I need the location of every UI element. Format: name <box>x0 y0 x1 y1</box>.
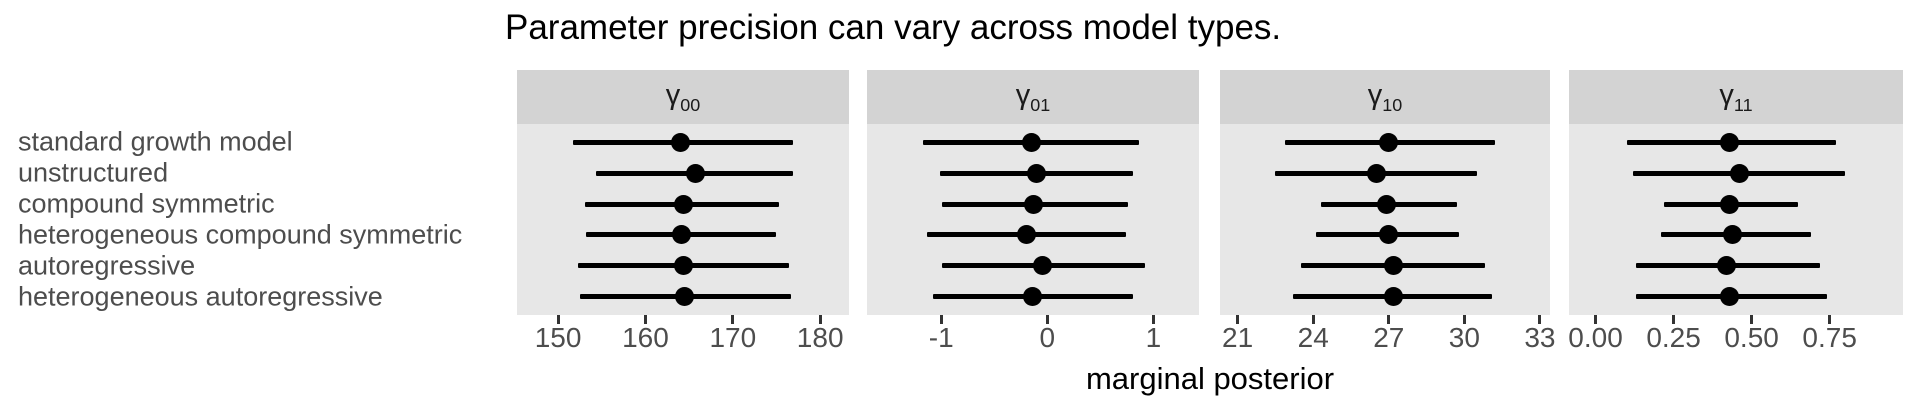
x-tick-label: 150 <box>534 322 582 353</box>
panel-background <box>1569 124 1903 315</box>
x-tick-mark <box>731 315 735 324</box>
point-estimate <box>1379 132 1399 152</box>
point-estimate <box>671 225 691 245</box>
x-tick-label: 24 <box>1297 322 1329 353</box>
x-tick-mark <box>1672 315 1676 324</box>
point-estimate <box>673 256 693 276</box>
x-tick-mark <box>939 315 943 324</box>
x-tick-label: 0.75 <box>1802 322 1857 353</box>
x-tick-mark <box>1750 315 1754 324</box>
point-estimate <box>670 132 690 152</box>
point-estimate <box>1376 194 1396 214</box>
y-axis-label: unstructured <box>18 157 169 188</box>
x-tick-label: 0.25 <box>1646 322 1701 353</box>
gamma-subscript: 11 <box>1733 94 1753 115</box>
facet-strip-label: γ01 <box>1015 78 1051 115</box>
point-estimate <box>1016 225 1036 245</box>
point-estimate <box>674 194 694 214</box>
x-tick-mark <box>1236 315 1240 324</box>
gamma-symbol: γ <box>1015 78 1031 111</box>
y-axis-label: heterogeneous autoregressive <box>18 281 383 312</box>
x-tick-label: 30 <box>1448 322 1480 353</box>
point-estimate <box>1720 194 1740 214</box>
point-estimate <box>1022 287 1042 307</box>
x-tick-mark <box>643 315 647 324</box>
facet-strip-label: γ00 <box>665 78 701 115</box>
x-tick-mark <box>1462 315 1466 324</box>
point-estimate <box>685 163 705 183</box>
panel-background <box>1220 124 1550 315</box>
point-estimate <box>1717 256 1737 276</box>
point-estimate <box>1027 163 1047 183</box>
facet-strip: γ10 <box>1220 70 1550 124</box>
x-tick-label: 180 <box>796 322 844 353</box>
x-tick-label: 1 <box>1145 322 1162 353</box>
x-tick-mark <box>818 315 822 324</box>
point-estimate <box>1729 163 1749 183</box>
y-axis-label: standard growth model <box>18 126 293 157</box>
gamma-subscript: 00 <box>680 94 701 115</box>
x-tick-mark <box>1387 315 1391 324</box>
point-estimate <box>1723 225 1743 245</box>
facet-strip: γ00 <box>517 70 849 124</box>
x-tick-mark <box>1594 315 1598 324</box>
point-estimate <box>1379 225 1399 245</box>
x-tick-label: 33 <box>1524 322 1556 353</box>
facet-strip-label: γ11 <box>1719 78 1753 115</box>
gamma-subscript: 10 <box>1382 94 1403 115</box>
x-tick-mark <box>1828 315 1832 324</box>
gamma-symbol: γ <box>665 78 681 111</box>
x-tick-mark <box>1151 315 1155 324</box>
x-tick-label: 0 <box>1039 322 1056 353</box>
point-estimate <box>1032 256 1052 276</box>
x-tick-mark <box>1311 315 1315 324</box>
x-tick-label: 0.00 <box>1568 322 1623 353</box>
x-tick-label: 170 <box>709 322 757 353</box>
point-estimate <box>1384 287 1404 307</box>
gamma-subscript: 01 <box>1030 94 1051 115</box>
gamma-symbol: γ <box>1719 78 1734 111</box>
x-axis-title: marginal posterior <box>1085 361 1335 396</box>
y-axis-label: heterogeneous compound symmetric <box>18 219 463 250</box>
chart-title: Parameter precision can vary across mode… <box>505 8 1282 47</box>
x-tick-label: 160 <box>622 322 669 353</box>
facet-strip: γ11 <box>1569 70 1903 124</box>
facet-strip: γ01 <box>867 70 1199 124</box>
point-estimate <box>1720 132 1740 152</box>
point-estimate <box>675 287 695 307</box>
x-tick-mark <box>556 315 560 324</box>
panel-background <box>517 124 849 315</box>
point-estimate <box>1021 132 1041 152</box>
point-estimate <box>1366 163 1386 183</box>
point-estimate <box>1024 194 1044 214</box>
x-tick-label: -1 <box>928 322 954 353</box>
point-estimate <box>1384 256 1404 276</box>
x-tick-label: 21 <box>1222 322 1254 353</box>
point-estimate <box>1720 287 1740 307</box>
y-axis-label: autoregressive <box>18 250 196 281</box>
x-tick-mark <box>1045 315 1049 324</box>
x-tick-mark <box>1538 315 1542 324</box>
y-axis-label: compound symmetric <box>18 188 275 219</box>
facet-strip-label: γ10 <box>1367 78 1403 115</box>
panel-background <box>867 124 1199 315</box>
gamma-symbol: γ <box>1367 78 1383 111</box>
x-tick-label: 27 <box>1373 322 1405 353</box>
x-tick-label: 0.50 <box>1724 322 1779 353</box>
